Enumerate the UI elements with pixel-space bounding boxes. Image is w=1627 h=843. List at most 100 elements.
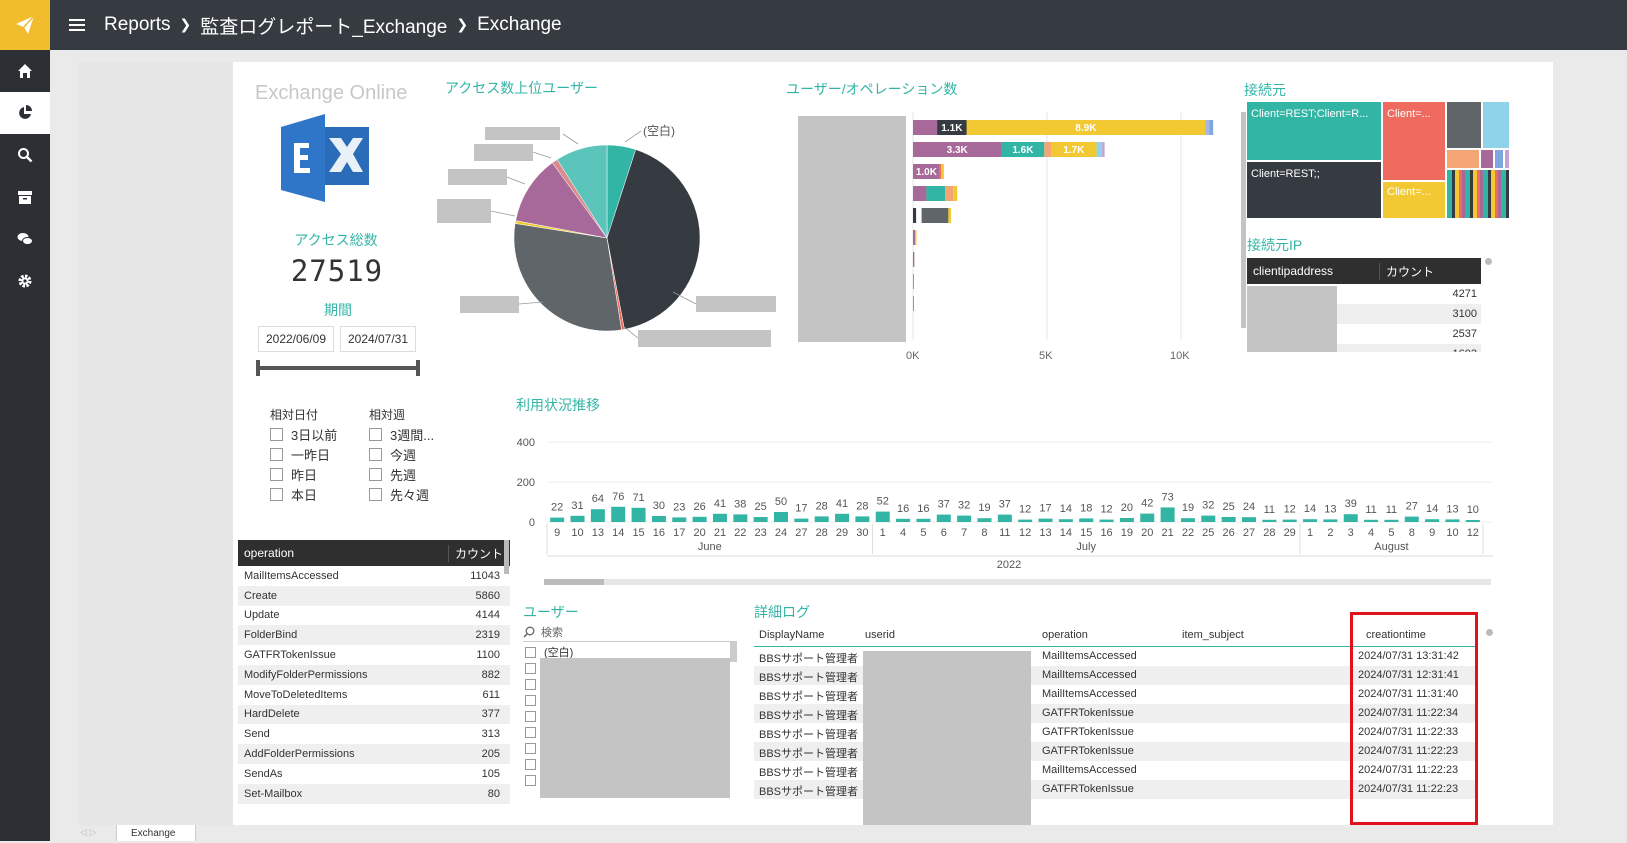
slider-handle-start[interactable] — [256, 360, 260, 376]
bar[interactable] — [936, 514, 951, 522]
table-row[interactable]: MailItemsAccessed 11043 — [238, 566, 510, 586]
bar[interactable] — [672, 517, 687, 522]
bar[interactable] — [1242, 517, 1256, 522]
bar-segment[interactable] — [913, 186, 927, 201]
slicer-option[interactable]: 先々週 — [369, 484, 434, 504]
bar-segment[interactable] — [915, 230, 917, 245]
treemap-tile[interactable] — [1495, 150, 1503, 168]
bar[interactable] — [814, 516, 829, 522]
bar[interactable] — [977, 518, 992, 522]
scrollbar-dot[interactable] — [1485, 258, 1492, 265]
table-row[interactable]: SendAs 105 — [238, 764, 510, 784]
table-row[interactable]: ModifyFolderPermissions 882 — [238, 664, 510, 685]
bar[interactable] — [916, 518, 931, 522]
bar-segment[interactable] — [913, 164, 940, 179]
column-header-ip[interactable]: clientipaddress — [1253, 264, 1334, 278]
bar[interactable] — [1160, 507, 1175, 522]
bar[interactable] — [1445, 519, 1460, 522]
bar-segment[interactable] — [939, 164, 942, 179]
checkbox[interactable] — [525, 662, 536, 674]
checkbox[interactable] — [270, 447, 283, 461]
treemap-tile[interactable] — [1447, 170, 1509, 218]
sidebar-item-search[interactable] — [0, 134, 50, 176]
bar[interactable] — [774, 512, 788, 522]
tab-nav-arrows[interactable]: ◁ ▷ — [80, 828, 97, 838]
usage-trend-chart[interactable]: 4002000229311064137614711530162317262041… — [513, 422, 1513, 587]
bar[interactable] — [631, 507, 646, 522]
table-row[interactable]: BBSサポート管理者 MailItemsAccessed 2024/07/31 11… — [754, 761, 1476, 780]
date-end-input[interactable]: 2024/07/31 — [340, 326, 416, 352]
slicer-option[interactable]: (空白) — [525, 644, 573, 660]
bar[interactable] — [1201, 515, 1216, 522]
slicer-option[interactable]: 先週 — [369, 464, 434, 484]
bar[interactable] — [1343, 514, 1358, 522]
bar[interactable] — [1282, 519, 1297, 522]
pie-chart[interactable]: (空白) — [433, 112, 783, 352]
bar-segment[interactable] — [948, 208, 952, 223]
bar-segment[interactable] — [945, 186, 954, 201]
bar-segment[interactable] — [1051, 142, 1097, 157]
bar-segment[interactable] — [916, 208, 922, 223]
table-row[interactable]: 1603 — [1247, 344, 1481, 352]
treemap-tile[interactable] — [1481, 150, 1493, 168]
column-header-item-subject[interactable]: item_subject — [1182, 629, 1244, 641]
bar[interactable] — [651, 516, 666, 522]
column-header-display-name[interactable]: DisplayName — [759, 629, 825, 641]
slicer-option[interactable]: 昨日 — [270, 464, 337, 484]
column-header-creationtime[interactable]: creationtime — [1366, 629, 1426, 641]
scrollbar-thumb[interactable] — [544, 579, 604, 585]
slicer-option[interactable]: 3週間... — [369, 424, 434, 444]
bar-segment[interactable] — [1001, 142, 1045, 157]
treemap-tile[interactable]: Client=... — [1383, 102, 1445, 180]
checkbox[interactable] — [525, 742, 536, 754]
table-row[interactable]: GATFRTokenIssue 1100 — [238, 645, 510, 665]
checkbox[interactable] — [525, 678, 536, 690]
treemap-tile[interactable] — [1505, 150, 1509, 168]
slicer-option[interactable]: 本日 — [270, 484, 337, 504]
bar-segment[interactable] — [1205, 120, 1210, 135]
table-row[interactable]: Send 313 — [238, 724, 510, 744]
bar-segment[interactable] — [913, 120, 938, 135]
bar[interactable] — [1119, 518, 1134, 522]
checkbox[interactable] — [369, 447, 382, 461]
column-header-count[interactable]: カウント — [1379, 262, 1479, 280]
table-row[interactable]: Create 5860 — [238, 585, 510, 606]
pie-slice[interactable] — [515, 162, 608, 239]
table-row[interactable]: AddFolderPermissions 205 — [238, 744, 510, 764]
bar-segment[interactable] — [1209, 120, 1214, 135]
checkbox[interactable] — [369, 487, 382, 501]
checkbox[interactable] — [525, 710, 536, 722]
table-row[interactable]: 2537 — [1247, 324, 1481, 344]
table-row[interactable]: BBSサポート管理者 MailItemsAccessed 2024/07/31 11… — [754, 685, 1476, 704]
bar-segment[interactable] — [913, 296, 914, 311]
bar-segment[interactable] — [913, 274, 914, 289]
sidebar-item-archive[interactable] — [0, 176, 50, 218]
bar[interactable] — [1221, 517, 1236, 522]
bar-segment[interactable] — [941, 164, 944, 179]
slicer-option[interactable] — [525, 692, 573, 708]
app-logo[interactable] — [0, 0, 50, 50]
slicer-option[interactable] — [525, 708, 573, 724]
table-row[interactable]: 4271 — [1247, 284, 1481, 304]
sidebar-item-reports[interactable] — [0, 92, 50, 134]
tab-exchange[interactable]: Exchange — [116, 825, 196, 841]
bar[interactable] — [957, 515, 972, 522]
bar[interactable] — [1079, 518, 1094, 522]
bar[interactable] — [855, 516, 870, 522]
column-header-operation[interactable]: operation — [244, 546, 295, 560]
treemap-tile[interactable]: Client=... — [1383, 182, 1445, 218]
bar[interactable] — [1323, 519, 1338, 522]
slicer-option[interactable] — [525, 772, 573, 788]
slicer-option[interactable] — [525, 724, 573, 740]
table-row[interactable]: MoveToDeletedItems 611 — [238, 685, 510, 705]
bar[interactable] — [794, 518, 809, 522]
slicer-option[interactable] — [525, 756, 573, 772]
table-row[interactable]: Set-Mailbox 80 — [238, 783, 510, 804]
checkbox[interactable] — [525, 758, 536, 770]
slicer-option[interactable]: 3日以前 — [270, 424, 337, 444]
table-row[interactable]: FolderBind 2319 — [238, 625, 510, 646]
bar[interactable] — [1099, 519, 1114, 522]
scrollbar-thumb[interactable] — [504, 540, 509, 574]
scrollbar-thumb[interactable] — [1241, 112, 1246, 328]
column-header-count[interactable]: カウント — [448, 544, 504, 562]
